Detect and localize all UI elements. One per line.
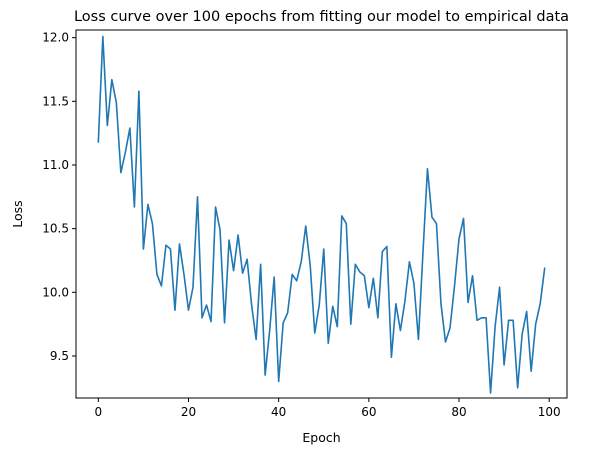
x-tick-label: 40 xyxy=(271,405,286,419)
y-tick-label: 12.0 xyxy=(42,31,69,45)
x-axis: 0 20 40 60 80 100 xyxy=(94,398,561,419)
y-tick-label: 11.5 xyxy=(42,94,69,108)
plot-area xyxy=(97,35,546,394)
y-tick-label: 11.0 xyxy=(42,158,69,172)
x-tick-label: 60 xyxy=(361,405,376,419)
y-tick-label: 10.0 xyxy=(42,285,69,299)
y-axis-label: Loss xyxy=(10,200,25,227)
y-tick-label: 10.5 xyxy=(42,222,69,236)
chart-title: Loss curve over 100 epochs from fitting … xyxy=(74,9,569,25)
y-axis: 9.5 10.0 10.5 11.0 11.5 12.0 xyxy=(42,31,76,363)
x-tick-label: 80 xyxy=(451,405,466,419)
y-tick-label: 9.5 xyxy=(50,349,69,363)
x-tick-label: 100 xyxy=(538,405,561,419)
x-axis-label: Epoch xyxy=(302,430,340,445)
axes-frame xyxy=(75,29,568,399)
x-tick-label: 20 xyxy=(181,405,196,419)
x-tick-label: 0 xyxy=(94,405,102,419)
loss-series-line xyxy=(97,35,546,394)
